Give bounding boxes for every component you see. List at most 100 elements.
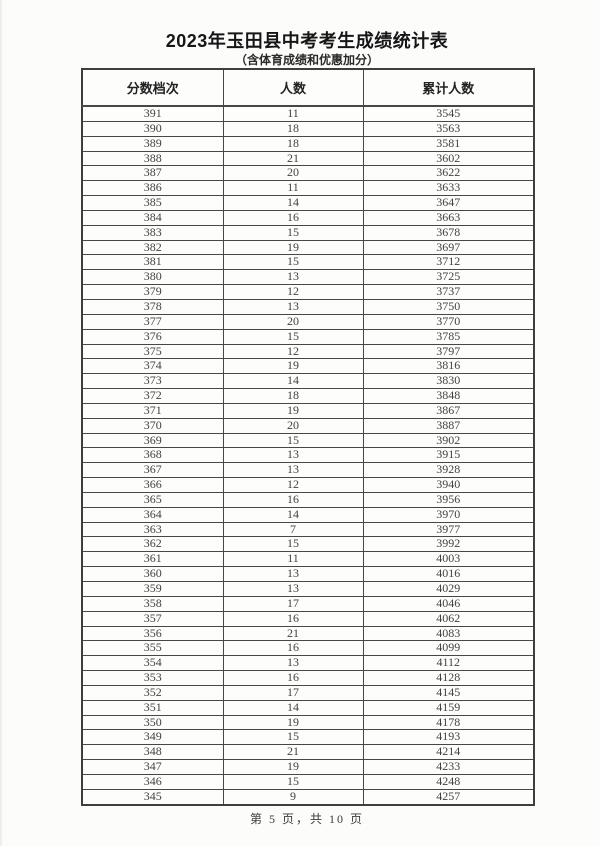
count-cell: 20	[222, 417, 364, 434]
score-level-cell: 353	[81, 670, 224, 686]
count-cell: 11	[222, 551, 364, 568]
table-row: 390 18 3563	[81, 120, 535, 137]
cumulative-count-cell: 4046	[362, 595, 535, 612]
cumulative-count-cell: 3725	[362, 269, 535, 286]
table-row: 362 15 3992	[81, 536, 535, 553]
cumulative-count-cell: 3737	[362, 284, 535, 300]
table-row: 346 15 4248	[81, 773, 535, 790]
count-cell: 20	[222, 165, 364, 182]
column-header-cumulative-count: 累计人数	[362, 68, 535, 107]
cumulative-count-cell: 3797	[362, 343, 535, 360]
table-row: 347 19 4233	[81, 759, 535, 775]
column-header-count: 人数	[222, 68, 364, 107]
count-cell: 17	[222, 595, 364, 612]
cumulative-count-cell: 3785	[362, 328, 535, 345]
table-row: 379 12 3737	[81, 284, 535, 300]
score-level-cell: 368	[81, 447, 224, 464]
count-cell: 7	[222, 521, 364, 538]
score-level-cell: 350	[81, 714, 224, 731]
cumulative-count-cell: 3563	[362, 120, 535, 137]
table-row: 364 14 3970	[81, 506, 535, 523]
table-row: 381 15 3712	[81, 254, 535, 271]
cumulative-count-cell: 3956	[362, 491, 535, 508]
count-cell: 11	[222, 105, 364, 122]
score-level-cell: 364	[81, 506, 224, 523]
table-row: 360 13 4016	[81, 566, 535, 582]
table-row: 367 13 3928	[81, 462, 535, 479]
count-cell: 9	[222, 788, 364, 806]
table-row: 371 19 3867	[81, 402, 535, 419]
count-cell: 16	[222, 491, 364, 508]
score-level-cell: 360	[81, 566, 224, 582]
cumulative-count-cell: 4233	[362, 759, 535, 775]
count-cell: 19	[222, 239, 364, 256]
count-cell: 15	[222, 254, 364, 271]
count-cell: 19	[222, 714, 364, 731]
score-level-cell: 380	[81, 269, 224, 286]
score-level-cell: 348	[81, 744, 224, 761]
count-cell: 13	[222, 447, 364, 464]
count-cell: 19	[222, 759, 364, 775]
score-level-cell: 365	[81, 491, 224, 508]
count-cell: 12	[222, 343, 364, 360]
score-level-cell: 382	[81, 239, 224, 256]
count-cell: 18	[222, 388, 364, 404]
table-row: 356 21 4083	[81, 625, 535, 642]
table-row: 377 20 3770	[81, 313, 535, 330]
cumulative-count-cell: 4128	[362, 670, 535, 686]
score-level-cell: 357	[81, 610, 224, 627]
count-cell: 14	[222, 373, 364, 390]
score-level-cell: 363	[81, 521, 224, 538]
cumulative-count-cell: 3545	[362, 105, 535, 122]
score-level-cell: 391	[81, 105, 224, 122]
score-level-cell: 366	[81, 477, 224, 493]
count-cell: 15	[222, 729, 364, 746]
score-level-cell: 373	[81, 373, 224, 390]
cumulative-count-cell: 4214	[362, 744, 535, 761]
cumulative-count-cell: 4016	[362, 566, 535, 582]
count-cell: 15	[222, 536, 364, 553]
cumulative-count-cell: 3622	[362, 165, 535, 182]
count-cell: 15	[222, 773, 364, 790]
cumulative-count-cell: 3647	[362, 195, 535, 211]
table-row: 384 16 3663	[81, 209, 535, 226]
score-level-cell: 358	[81, 595, 224, 612]
table-row: 361 11 4003	[81, 551, 535, 568]
table-row: 345 9 4257	[81, 788, 535, 806]
table-row: 369 15 3902	[81, 432, 535, 449]
score-level-cell: 359	[81, 581, 224, 597]
score-level-cell: 356	[81, 625, 224, 642]
cumulative-count-cell: 3581	[362, 135, 535, 152]
cumulative-count-cell: 4257	[362, 788, 535, 806]
score-level-cell: 390	[81, 120, 224, 137]
count-cell: 15	[222, 224, 364, 241]
cumulative-count-cell: 4003	[362, 551, 535, 568]
cumulative-count-cell: 4248	[362, 773, 535, 790]
table-row: 373 14 3830	[81, 373, 535, 390]
cumulative-count-cell: 3867	[362, 402, 535, 419]
score-level-cell: 355	[81, 640, 224, 657]
score-level-cell: 376	[81, 328, 224, 345]
score-level-cell: 345	[81, 788, 224, 806]
cumulative-count-cell: 4159	[362, 699, 535, 716]
score-level-cell: 371	[81, 402, 224, 419]
table-row: 372 18 3848	[81, 388, 535, 404]
table-row: 389 18 3581	[81, 135, 535, 152]
column-header-score-level: 分数档次	[81, 68, 224, 107]
cumulative-count-cell: 3678	[362, 224, 535, 241]
table-row: 358 17 4046	[81, 595, 535, 612]
cumulative-count-cell: 4178	[362, 714, 535, 731]
page-subtitle: （含体育成绩和优惠加分）	[234, 53, 379, 67]
cumulative-count-cell: 3830	[362, 373, 535, 390]
table-row: 352 17 4145	[81, 684, 535, 701]
table-row: 375 12 3797	[81, 343, 535, 360]
table-row: 366 12 3940	[81, 477, 535, 493]
score-level-cell: 385	[81, 195, 224, 211]
cumulative-count-cell: 4145	[362, 684, 535, 701]
score-level-cell: 381	[81, 254, 224, 271]
count-cell: 13	[222, 298, 364, 315]
score-level-cell: 369	[81, 432, 224, 449]
score-level-cell: 388	[81, 150, 224, 167]
count-cell: 21	[222, 150, 364, 167]
